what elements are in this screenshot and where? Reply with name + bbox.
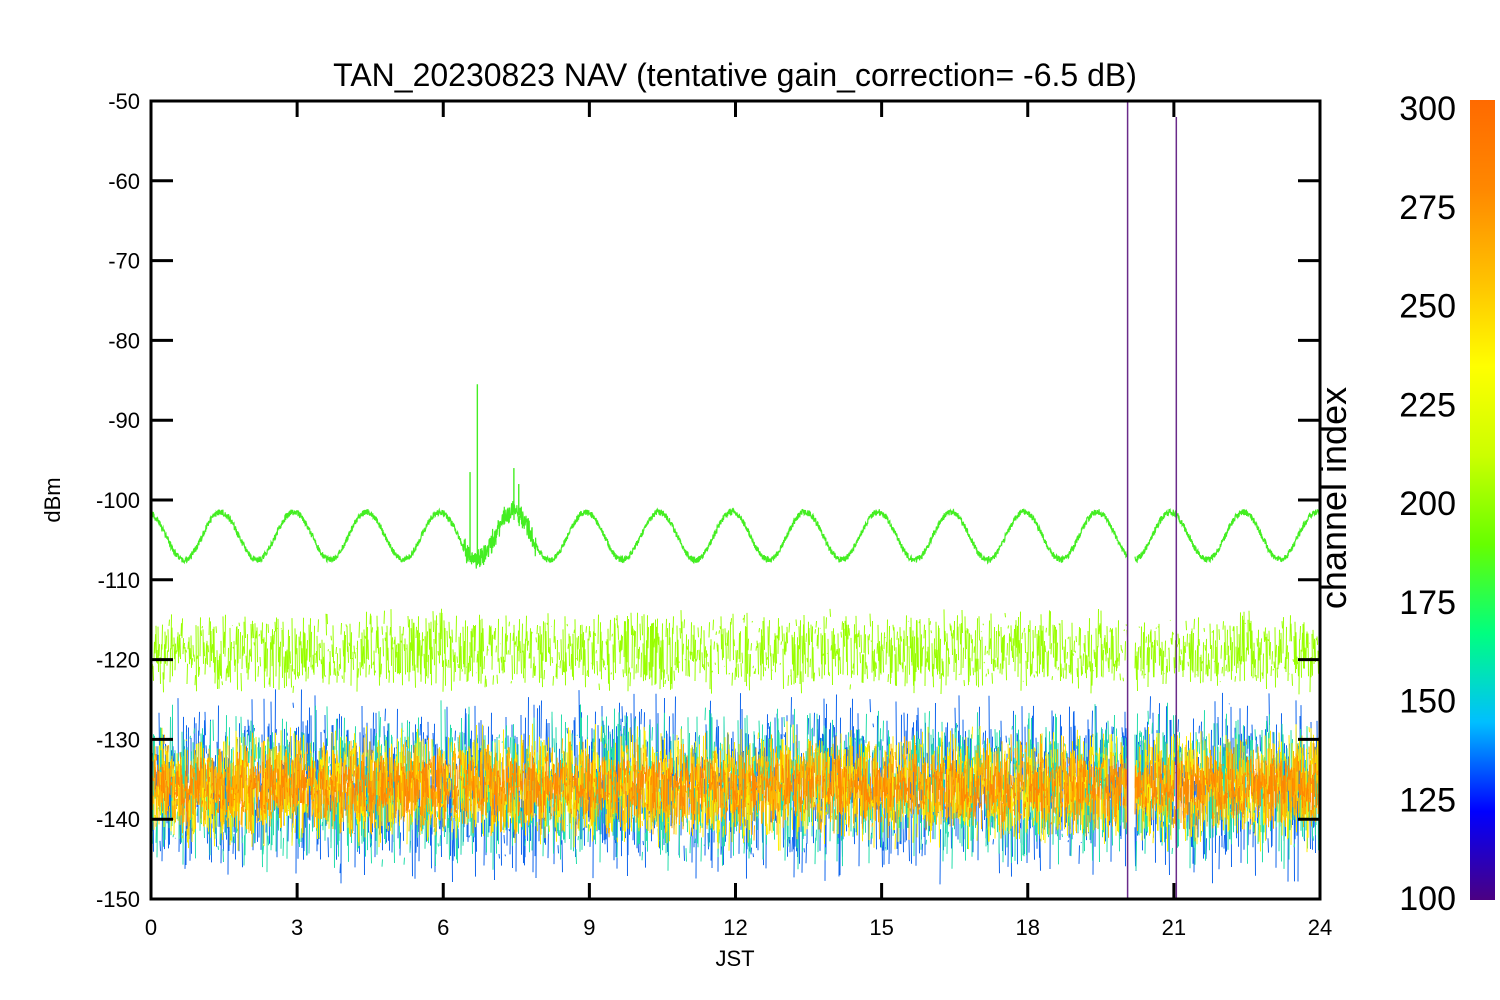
x-tick-label: 21 [1162, 915, 1186, 940]
series-ch240 [151, 501, 1320, 569]
y-axis-label: dBm [40, 477, 65, 522]
x-tick-label: 18 [1016, 915, 1040, 940]
y-tick-label: -130 [96, 727, 140, 752]
y-tick-label: -140 [96, 807, 140, 832]
colorbar-tick-label: 300 [1399, 90, 1456, 128]
colorbar-tick-label: 100 [1399, 880, 1456, 918]
y-tick-label: -80 [108, 328, 140, 353]
y-tick-label: -120 [96, 648, 140, 673]
x-tick-label: 24 [1308, 915, 1332, 940]
y-tick-label: -110 [98, 568, 140, 593]
colorbar-tick-label: 250 [1399, 288, 1456, 326]
colorbar-tick-label: 125 [1399, 781, 1456, 819]
y-axis-ticks: -50 -60 -70 -80 -90 -100 -110 -120 -130 -140 -150 [96, 89, 1320, 912]
x-tick-label: 0 [145, 915, 157, 940]
y-tick-label: -90 [108, 408, 140, 433]
y-tick-label: -60 [108, 169, 140, 194]
chart-title: TAN_20230823 NAV (tentative gain_correct… [333, 57, 1137, 93]
y-tick-label: -100 [96, 488, 140, 513]
colorbar-tick-label: 225 [1399, 386, 1456, 424]
colorbar-tick-label: 175 [1399, 584, 1456, 622]
x-axis-ticks: 0 3 6 9 12 15 18 21 24 [145, 101, 1332, 940]
series-ch255 [151, 608, 1320, 695]
colorbar-ticks: 300 275 250 225 200 175 150 125 100 [1399, 90, 1456, 918]
y-tick-label: -150 [96, 887, 140, 912]
y-tick-label: -50 [108, 89, 140, 114]
x-tick-label: 15 [869, 915, 893, 940]
colorbar-tick-label: 275 [1399, 189, 1456, 227]
x-tick-label: 6 [437, 915, 449, 940]
y-tick-label: -70 [108, 249, 140, 274]
plot-data [151, 101, 1320, 899]
x-tick-label: 12 [723, 915, 747, 940]
x-tick-label: 9 [583, 915, 595, 940]
x-tick-label: 3 [291, 915, 303, 940]
colorbar-tick-label: 150 [1399, 683, 1456, 721]
colorbar-tick-label: 200 [1399, 485, 1456, 523]
x-axis-label: JST [715, 946, 754, 971]
colorbar-label: channel index [1313, 387, 1354, 609]
colorbar [1470, 100, 1495, 900]
